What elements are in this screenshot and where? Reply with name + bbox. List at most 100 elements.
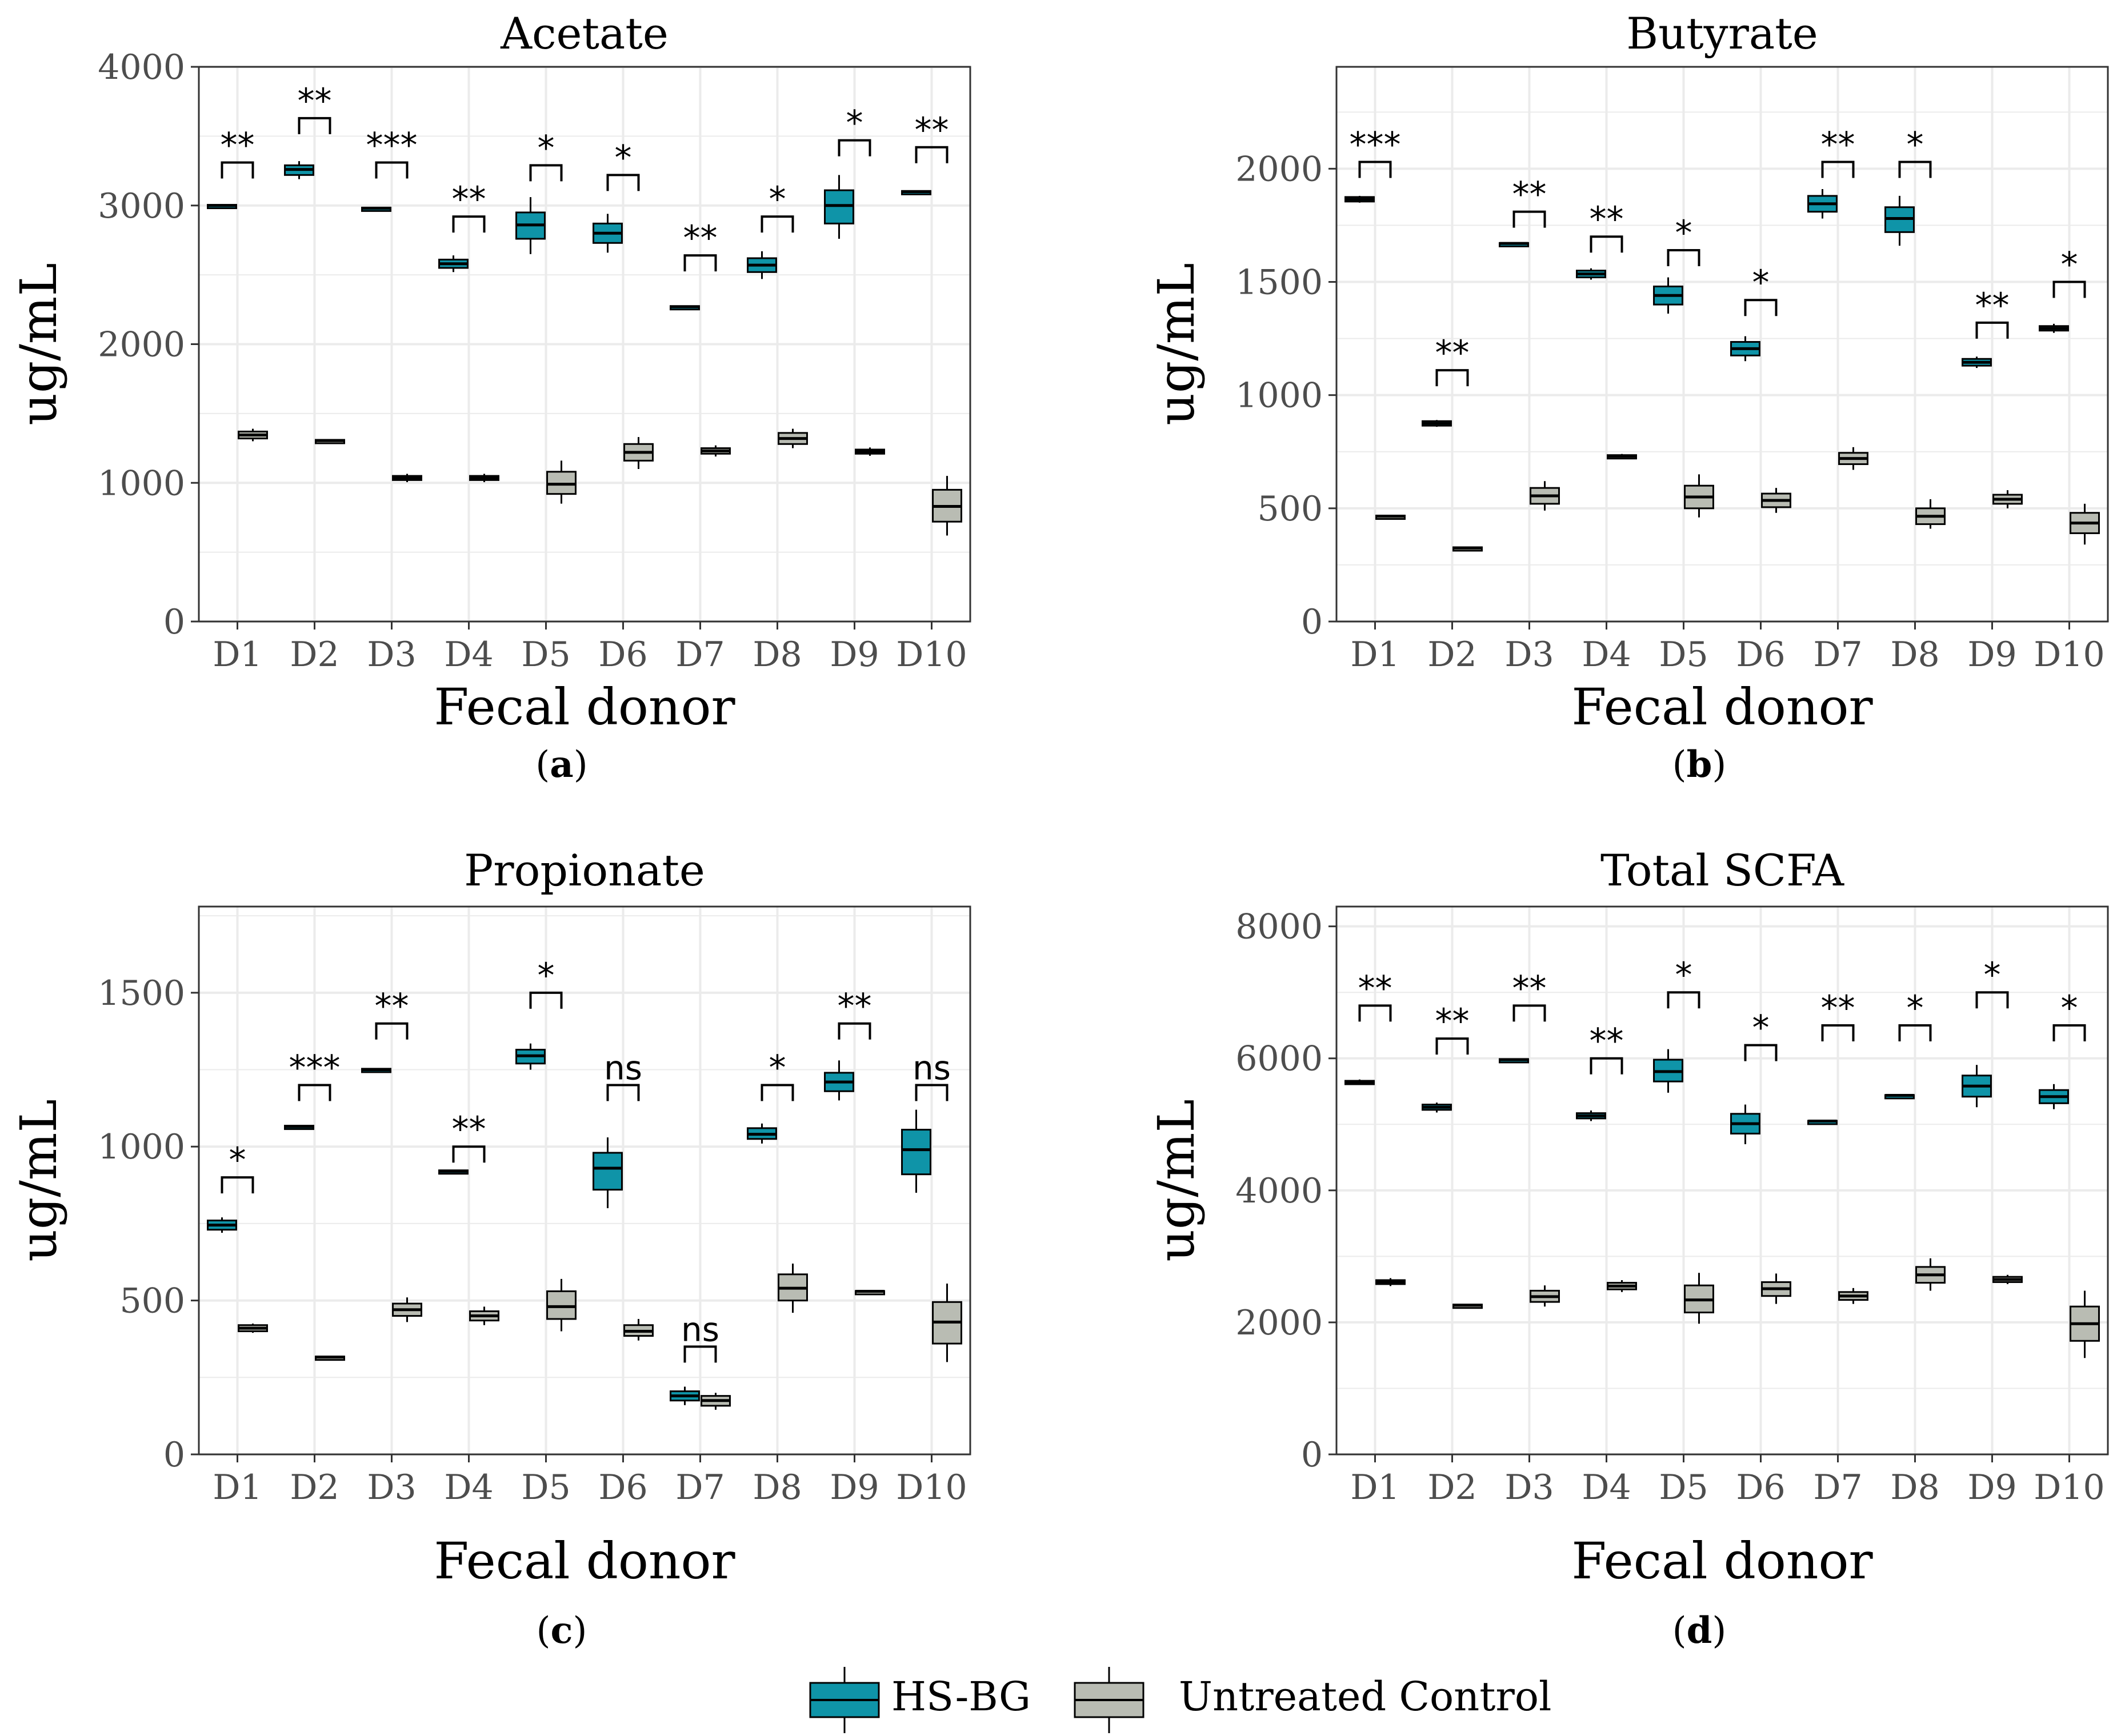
- box-D6: [1761, 1273, 1791, 1304]
- y-tick-label: 0: [163, 1435, 185, 1475]
- sig-label: **: [1512, 968, 1547, 1008]
- box-D5: [515, 1043, 546, 1070]
- sig-bracket: [452, 1145, 486, 1163]
- y-tick-label: 500: [119, 1281, 185, 1321]
- box-D2: [315, 439, 345, 444]
- box-D3: [361, 206, 391, 212]
- sig-label: **: [683, 218, 718, 258]
- sig-bracket: [838, 1022, 871, 1040]
- x-tick-label: D10: [2034, 635, 2104, 675]
- y-tick-label: 4000: [1235, 1171, 1323, 1211]
- box-D1: [207, 1217, 237, 1233]
- series-hsbg: [1344, 1049, 2069, 1144]
- x-tick-label: D6: [1736, 635, 1785, 675]
- x-tick-label: D3: [367, 635, 416, 675]
- sig-label: *: [1907, 988, 1924, 1028]
- box-D7: [1807, 189, 1838, 219]
- legend: HS-BG Untreated Control: [809, 1667, 1551, 1733]
- x-tick-label: D5: [1659, 1468, 1708, 1508]
- sig-bracket: [1667, 991, 1700, 1009]
- box-D5: [546, 1278, 577, 1332]
- y-tick-label: 1000: [98, 1127, 185, 1167]
- box-D10: [2039, 323, 2069, 333]
- y-tick-label: 0: [163, 602, 185, 642]
- box-D6: [1761, 488, 1791, 513]
- x-tick-label: D6: [598, 635, 647, 675]
- x-tick-label: D6: [1736, 1468, 1785, 1508]
- series-control: [1375, 447, 2100, 552]
- sig-label: **: [1435, 333, 1470, 373]
- sig-label: **: [1590, 199, 1624, 239]
- sig-label: ns: [604, 1048, 642, 1087]
- x-tick-label: D2: [1427, 1468, 1476, 1508]
- panel-title: Butyrate: [1626, 8, 1818, 59]
- x-tick-label: D5: [1659, 635, 1708, 675]
- x-tick-label: D9: [830, 1468, 879, 1508]
- sig-bracket: [298, 117, 331, 134]
- sig-label: *: [1752, 1008, 1770, 1048]
- y-tick-label: 3000: [98, 186, 185, 226]
- sig-bracket: [452, 215, 486, 233]
- box-D1: [1375, 515, 1406, 520]
- sig-label: *: [2061, 245, 2078, 285]
- box-D2: [1452, 546, 1483, 552]
- panel-caption: (c): [537, 1609, 587, 1652]
- sig-bracket: [1358, 1004, 1392, 1022]
- y-tick-label: 1500: [1235, 263, 1323, 303]
- sig-bracket: [1898, 1024, 1932, 1041]
- y-tick-label: 2000: [1235, 1303, 1323, 1343]
- box-D6: [623, 437, 654, 469]
- y-tick-label: 4000: [98, 47, 185, 87]
- sig-label: **: [915, 110, 949, 150]
- box-D3: [361, 1068, 391, 1073]
- panel-title: Total SCFA: [1600, 845, 1844, 896]
- sig-bracket: [1744, 1044, 1778, 1061]
- sig-label: ***: [1350, 125, 1401, 165]
- sig-bracket: [915, 146, 949, 163]
- panel-title: Propionate: [464, 845, 705, 896]
- series-control: [1375, 1258, 2100, 1358]
- sig-bracket: [683, 1345, 717, 1363]
- sig-label: *: [846, 103, 863, 143]
- box-D10: [932, 476, 962, 536]
- sig-label: **: [298, 81, 332, 121]
- box-D2: [284, 161, 314, 179]
- panel-caption: (a): [535, 743, 587, 786]
- sig-bracket: [1821, 161, 1855, 178]
- x-tick-label: D1: [213, 635, 262, 675]
- box-D1: [1344, 195, 1375, 203]
- x-tick-label: D7: [1813, 635, 1862, 675]
- box-D10: [2039, 1084, 2069, 1109]
- box-D6: [1730, 1104, 1760, 1144]
- x-tick-label: D10: [896, 635, 967, 675]
- sig-bracket: [915, 1084, 949, 1101]
- y-tick-label: 0: [1301, 1435, 1323, 1475]
- grid: [1336, 907, 2108, 1456]
- x-tick-label: D8: [753, 1468, 802, 1508]
- series-hsbg: [207, 161, 931, 311]
- series-control: [238, 428, 962, 536]
- sig-bracket: [298, 1084, 331, 1101]
- box-D4: [469, 474, 499, 483]
- box-D3: [392, 1297, 422, 1322]
- y-tick-label: 6000: [1235, 1039, 1323, 1079]
- box-D8: [1884, 1093, 1915, 1100]
- sig-bracket: [375, 161, 409, 179]
- sig-label: *: [1675, 213, 1692, 253]
- x-tick-label: D2: [290, 635, 339, 675]
- box-D2: [1452, 1304, 1483, 1309]
- sig-label: **: [375, 987, 409, 1027]
- box-D10: [2070, 503, 2100, 545]
- sig-bracket: [1435, 369, 1469, 387]
- x-tick-label: D1: [1350, 635, 1399, 675]
- x-tick-label: D3: [367, 1468, 416, 1508]
- box-D7: [1807, 1120, 1838, 1125]
- box-D8: [747, 251, 777, 279]
- box-D1: [1375, 1278, 1406, 1286]
- x-tick-label: D10: [2034, 1468, 2104, 1508]
- legend-key-control: [1074, 1667, 1144, 1733]
